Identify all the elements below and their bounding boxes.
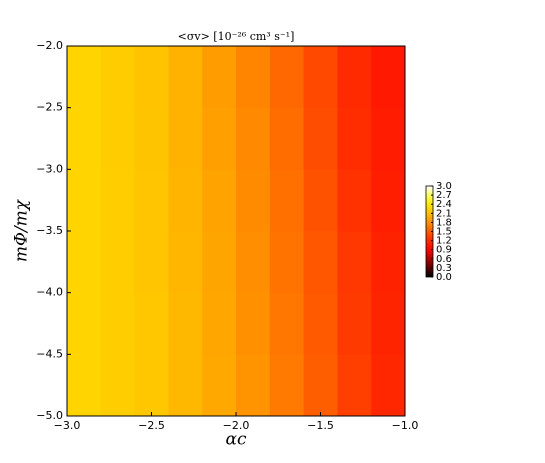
x-tick-label: −2.0 [223,419,250,432]
heatmap-cell [134,292,169,355]
heatmap-cell [168,354,203,417]
y-tick-label: −3.0 [36,162,63,175]
heatmap-cell [303,169,338,232]
heatmap-cell [269,292,305,355]
colorbar-tick-label: 2.1 [436,208,452,219]
heatmap-cell [168,107,203,170]
heatmap-cell [168,292,203,355]
colorbar-tick-label: 0.6 [436,254,452,265]
heatmap-cell [303,354,338,417]
heatmap-cell [134,231,169,294]
heatmap-cell [269,231,305,294]
colorbar-tick-label: 1.2 [436,236,452,247]
heatmap-cell [67,107,102,170]
heatmap-cell [100,231,136,294]
heatmap-cell [269,169,305,232]
heatmap-cell [134,169,169,232]
colorbar-tick-label: 2.4 [436,199,452,210]
heatmap-cell [371,292,406,355]
heatmap-cell [67,169,102,232]
heatmap-cell [236,46,271,109]
heatmap-cell [100,354,136,417]
heatmap-cell [168,169,203,232]
heatmap-cell [134,46,169,109]
heatmap-cell [100,292,136,355]
heatmap-cell [371,231,406,294]
colorbar-tick-label: 1.5 [436,227,452,238]
heatmap-cell [236,231,271,294]
heatmap-cell [134,107,169,170]
colorbar-tick-label: 1.8 [436,217,452,228]
heatmap-cell [337,107,372,170]
x-axis-label: αc [225,430,246,450]
heatmap-cell [100,46,136,109]
heatmap-cell [236,107,271,170]
heatmap-cell [269,107,305,170]
y-axis-label: mΦ/mχ [12,198,32,262]
heatmap-cell [337,231,372,294]
x-tick-label: −2.5 [138,419,165,432]
chart-title: <σv> [10⁻²⁶ cm³ s⁻¹] [178,30,295,43]
heatmap-cell [303,292,338,355]
colorbar-tick-label: 0.0 [436,272,452,283]
y-tick-label: −4.5 [36,347,63,360]
heatmap-cell [236,354,271,417]
colorbar-tick-label: 0.3 [436,263,452,274]
heatmap-cell [168,46,203,109]
heatmap-cell [269,46,305,109]
heatmap-cell [168,231,203,294]
x-tick-label: −3.0 [54,419,81,432]
y-tick-label: −2.0 [36,39,63,52]
colorbar-tick-label: 0.9 [436,245,452,256]
y-tick-label: −2.5 [36,101,63,114]
heatmap-cell [67,46,102,109]
heatmap-cell [337,292,372,355]
heatmap-cell [67,231,102,294]
heatmap-cell [303,46,338,109]
x-tick-label: −1.5 [307,419,334,432]
heatmap-cell [100,169,136,232]
heatmap-cell [236,292,271,355]
y-tick-label: −4.0 [36,286,63,299]
heatmap-cell [371,46,406,109]
heatmap-cell [337,169,372,232]
heatmap-cell [202,292,237,355]
heatmap-cell [371,169,406,232]
heatmap-cell [100,107,136,170]
heatmap-cell [371,354,406,417]
heatmap-cell [303,231,338,294]
heatmap-cell [134,354,169,417]
heatmap-cell [371,107,406,170]
heatmap-cell [202,107,237,170]
heatmap-cell [236,169,271,232]
colorbar-tick-label: 2.7 [436,190,452,201]
heatmap-cell [337,46,372,109]
heatmap-cell [202,231,237,294]
heatmap-cell [202,169,237,232]
heatmap-cell [337,354,372,417]
heatmap-cell [67,354,102,417]
x-tick-label: −1.0 [392,419,419,432]
colorbar-tick-label: 3.0 [436,181,452,192]
heatmap-cell [202,46,237,109]
heatmap-cell [67,292,102,355]
y-tick-label: −5.0 [36,409,63,422]
heatmap-cell [269,354,305,417]
y-tick-label: −3.5 [36,224,63,237]
heatmap-cell [303,107,338,170]
heatmap-cell [202,354,237,417]
